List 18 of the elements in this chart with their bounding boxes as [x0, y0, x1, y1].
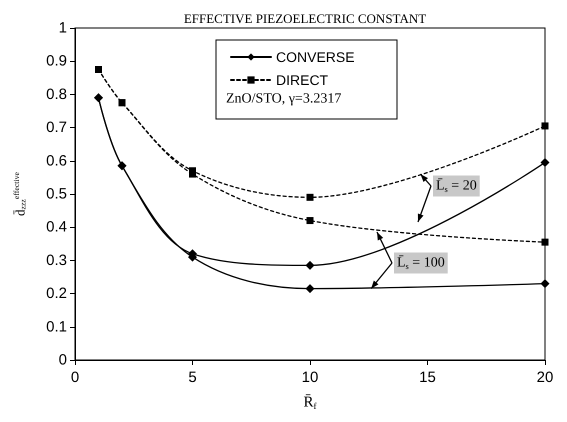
y-tick-label: 0.8: [46, 86, 67, 103]
x-tick-label: 20: [536, 369, 554, 386]
y-tick-label: 0.3: [46, 252, 67, 269]
legend-label: CONVERSE: [276, 49, 355, 65]
y-tick-label: 0.5: [46, 186, 67, 202]
x-tick-label: 0: [70, 369, 80, 386]
y-tick-label: 1: [58, 20, 67, 36]
x-tick-label: 10: [302, 369, 318, 386]
y-tick-label: 0: [58, 352, 67, 368]
y-tick-label: 0.1: [46, 318, 67, 336]
y-tick-label: 0.7: [46, 119, 67, 136]
y-tick-label: 0.4: [46, 218, 67, 236]
y-tick-label: 0.6: [46, 152, 67, 170]
x-tick-label: 5: [188, 369, 197, 386]
chart-title: EFFECTIVE PIEZOELECTRIC CONSTANT: [184, 11, 426, 26]
y-tick-label: 0.2: [46, 285, 67, 302]
y-tick-label: 0.9: [46, 52, 67, 70]
x-tick-label: 15: [419, 369, 436, 386]
